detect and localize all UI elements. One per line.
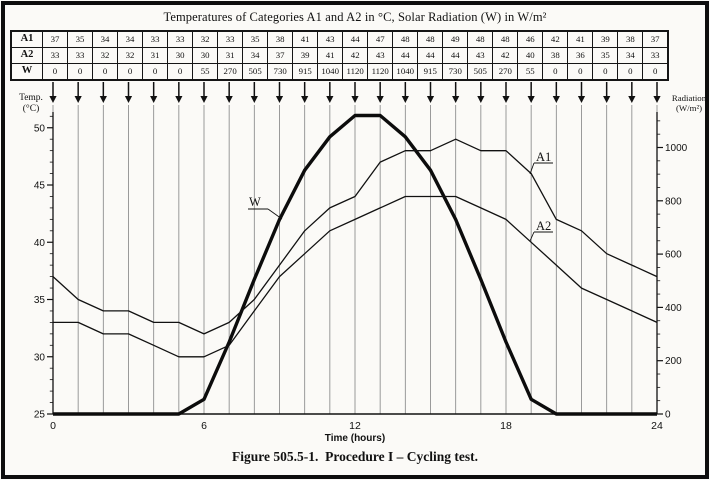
down-arrow-head-icon (552, 96, 560, 103)
left-axis-tick-label: 35 (34, 295, 46, 306)
table-cell: 33 (642, 47, 669, 64)
down-arrow-head-icon (99, 96, 107, 103)
table-row-label: A2 (10, 47, 43, 64)
right-axis-title-line1: Radiation (671, 93, 707, 103)
x-axis-tick-label: 0 (50, 420, 56, 432)
table-cell: 43 (367, 47, 394, 64)
table-cell: 38 (542, 47, 569, 64)
curve-label-leader (267, 208, 283, 220)
down-arrow-head-icon (49, 96, 57, 103)
right-axis-title: Radiation (W/m²) (668, 93, 710, 114)
left-axis-tick-label: 40 (34, 238, 46, 249)
left-axis-title-line1: Temp. (19, 93, 43, 103)
table-cell: 36 (567, 47, 594, 64)
right-axis-tick-label: 200 (665, 356, 682, 367)
down-arrow-head-icon (200, 96, 208, 103)
table-cell: 34 (617, 47, 644, 64)
right-axis-tick-label: 800 (665, 196, 682, 207)
down-arrow-head-icon (275, 96, 284, 103)
down-arrow-head-icon (452, 96, 460, 103)
down-arrow-head-icon (426, 96, 435, 103)
down-arrow-head-icon (477, 96, 485, 103)
table-cell: 55 (517, 63, 544, 81)
curve-label-A2: A2 (536, 219, 551, 233)
left-axis-tick-label: 25 (34, 410, 46, 421)
left-axis-tick-label: 45 (34, 181, 46, 192)
down-arrow-head-icon (250, 96, 258, 103)
down-arrow-head-icon (351, 96, 359, 103)
down-arrow-head-icon (401, 96, 409, 103)
right-axis-tick-label: 1000 (665, 143, 688, 154)
curve-label-A1: A1 (536, 150, 551, 164)
curve-A2 (53, 195, 658, 358)
table-cell: 0 (592, 63, 619, 81)
x-axis-tick-label: 12 (349, 420, 361, 432)
table-cell: 40 (517, 47, 544, 64)
table-cell: 730 (442, 63, 469, 81)
curve-W (53, 113, 657, 416)
table-cell: 42 (492, 47, 519, 64)
x-axis-tick-label: 6 (201, 420, 207, 432)
down-arrow-head-icon (124, 96, 133, 103)
left-axis-title: Temp. (°C) (9, 93, 53, 115)
curve-label-W: W (249, 195, 261, 209)
table-cell: 37 (642, 30, 669, 48)
table-cell: 0 (567, 63, 594, 81)
right-axis-tick-label: 600 (665, 250, 682, 261)
down-arrow-head-icon (175, 96, 183, 103)
down-arrow-head-icon (603, 96, 611, 103)
table-cell: 44 (442, 47, 469, 64)
table-row: A1 37 35 34 34 33 33 32 33 35 38 41 43 44 47 48 48 49 48 48… (10, 30, 669, 48)
left-axis-tick-label: 30 (34, 352, 46, 363)
table-row: A2 33 33 32 32 31 30 30 31 34 37 39 41 42 43 44 44 44 43 42… (10, 47, 669, 64)
table-cell: 0 (642, 63, 669, 81)
table-cell: 35 (592, 47, 619, 64)
table-cell: 0 (542, 63, 569, 81)
down-arrow-head-icon (577, 96, 586, 103)
data-table: A1 37 35 34 34 33 33 32 33 35 38 41 43 44 47 48 48 49 48 48… (10, 30, 669, 81)
down-arrow-head-icon (628, 96, 636, 103)
table-cell: 270 (492, 63, 519, 81)
down-arrow-head-icon (150, 96, 158, 103)
table-row: W 0 0 0 0 0 0 55 270 505 730 915 1040 1120 1120 1040 915… (10, 63, 669, 81)
left-axis-tick-label: 50 (34, 123, 46, 134)
curve-A1 (52, 138, 658, 335)
down-arrow-head-icon (502, 96, 510, 103)
right-axis-tick-label: 400 (665, 303, 682, 314)
curve-label-leader (529, 231, 535, 242)
down-arrow-head-icon (301, 96, 309, 103)
table-cell: 44 (392, 47, 419, 64)
down-arrow-head-icon (225, 96, 233, 103)
down-arrow-head-icon (527, 96, 535, 103)
table-cell: 730 (267, 63, 294, 81)
down-arrow-head-icon (376, 96, 384, 103)
x-axis-title: Time (hours) (324, 433, 386, 444)
right-axis-tick-label: 0 (665, 410, 671, 421)
figure-caption: Figure 505.5-1. Procedure I – Cycling te… (232, 449, 478, 464)
down-arrow-head-icon (326, 96, 334, 103)
down-arrow-head-icon (653, 96, 661, 103)
table-title: Temperatures of Categories A1 and A2 in … (163, 10, 547, 24)
left-axis-title-line2: (°C) (22, 104, 40, 115)
curve-label-leader (529, 162, 535, 175)
table-cell: 0 (41, 63, 69, 81)
x-axis-tick-label: 24 (651, 420, 663, 432)
down-arrow-head-icon (74, 96, 82, 103)
right-axis-title-line2: (W/m²) (675, 103, 703, 114)
x-axis-tick-label: 18 (500, 420, 512, 432)
